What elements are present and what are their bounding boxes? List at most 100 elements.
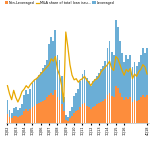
Legend: Non-Leveraged, M&A share of total loan issu..., Leveraged: Non-Leveraged, M&A share of total loan i… [5,1,114,5]
Bar [100,102,102,123]
Bar [125,97,127,123]
Bar [27,94,29,111]
Bar [48,44,50,95]
Bar [67,117,69,121]
Bar [34,80,35,105]
Bar [144,97,146,123]
Bar [121,53,123,97]
Bar [77,110,79,123]
M&A share of total loan issu... [111,67,112,69]
Bar [34,105,35,123]
M&A share of total loan issu... [121,70,123,71]
Bar [102,101,104,123]
Bar [25,109,27,123]
Bar [146,48,148,95]
Bar [127,99,129,123]
Bar [123,100,125,123]
Bar [21,104,23,115]
Bar [86,78,87,105]
Bar [38,75,40,103]
Line: M&A share of total loan issu...: M&A share of total loan issu... [8,32,147,102]
M&A share of total loan issu... [138,71,140,73]
Bar [117,27,119,88]
Bar [73,112,75,123]
Bar [71,116,73,123]
M&A share of total loan issu... [134,73,135,75]
Bar [134,62,135,100]
Bar [138,100,140,123]
Bar [96,104,98,123]
Bar [140,55,142,97]
Bar [19,116,21,123]
Bar [36,78,38,104]
Bar [17,117,19,123]
Bar [94,105,96,123]
Bar [54,90,56,123]
Bar [15,116,17,123]
Bar [80,107,81,123]
Bar [52,95,54,123]
Bar [46,60,48,97]
Bar [129,97,131,123]
Bar [40,72,42,102]
Bar [48,95,50,123]
Bar [115,86,117,123]
Bar [32,83,33,107]
Bar [19,108,21,116]
Bar [100,69,102,102]
Bar [127,59,129,99]
Bar [23,95,25,111]
Bar [63,111,65,123]
Bar [125,55,127,97]
Bar [90,109,92,123]
Bar [113,97,115,123]
M&A share of total loan issu... [104,66,106,68]
Bar [38,103,40,123]
Bar [113,55,115,97]
Bar [44,100,46,123]
Bar [61,76,63,104]
Bar [136,101,138,123]
Bar [50,93,52,123]
Bar [92,107,94,123]
Bar [111,52,112,96]
Bar [27,111,29,123]
Bar [144,53,146,97]
Bar [105,61,106,99]
Bar [21,115,23,123]
Bar [69,111,71,118]
Bar [36,104,38,123]
Bar [42,68,44,101]
Bar [134,100,135,123]
Bar [71,107,73,116]
Bar [73,96,75,112]
Bar [15,107,17,116]
Bar [75,111,77,123]
Bar [119,93,121,123]
Bar [57,55,58,97]
Bar [32,107,33,123]
Bar [65,115,67,120]
Bar [7,100,8,114]
Bar [82,104,83,123]
Bar [102,66,104,101]
Bar [132,102,133,123]
Bar [106,48,108,95]
Bar [129,55,131,97]
Bar [7,114,8,123]
Bar [117,88,119,123]
Bar [96,76,98,104]
Bar [67,121,69,123]
Bar [54,30,56,90]
Bar [109,93,110,123]
Bar [9,110,11,117]
Bar [92,81,94,107]
Bar [42,101,44,123]
Bar [109,41,110,93]
Bar [146,95,148,123]
M&A share of total loan issu... [65,31,67,33]
Bar [82,74,83,104]
Bar [119,41,121,93]
Bar [98,103,100,123]
Bar [17,110,19,117]
